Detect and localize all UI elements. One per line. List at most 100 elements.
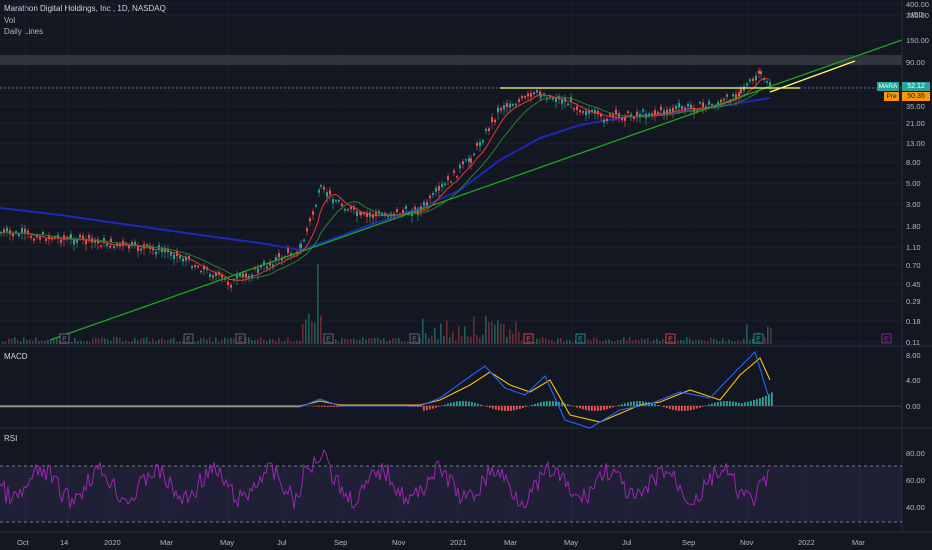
rsi-band bbox=[0, 466, 902, 522]
rsi-tick-60: 60.00 bbox=[906, 476, 925, 485]
volume-bar bbox=[335, 339, 337, 344]
price-tick: 0.70 bbox=[906, 261, 921, 270]
volume-bar bbox=[443, 335, 445, 344]
candle-body bbox=[500, 108, 502, 111]
macd-bar bbox=[420, 406, 422, 407]
earnings-marker[interactable]: E bbox=[235, 333, 246, 344]
price-tick: 0.18 bbox=[906, 317, 921, 326]
volume-bar bbox=[47, 339, 49, 344]
price-tick: 90.00 bbox=[906, 58, 925, 67]
volume-bars bbox=[2, 264, 772, 344]
volume-bar bbox=[110, 340, 112, 344]
volume-bar bbox=[698, 339, 700, 344]
candle-body bbox=[36, 235, 38, 238]
study-label: Daily Lines bbox=[4, 27, 44, 36]
candle-body bbox=[344, 208, 346, 211]
macd-bar bbox=[333, 406, 335, 407]
earnings-letter: E bbox=[756, 337, 761, 344]
ascending-trendline[interactable] bbox=[49, 39, 903, 341]
earnings-marker[interactable]: E bbox=[323, 333, 334, 344]
macd-bar bbox=[555, 401, 557, 406]
macd-bar bbox=[447, 403, 449, 406]
earnings-marker[interactable]: E bbox=[575, 333, 586, 344]
volume-bar bbox=[440, 323, 442, 344]
earnings-marker[interactable]: E bbox=[409, 333, 420, 344]
earnings-marker[interactable]: E bbox=[523, 333, 534, 344]
candle-body bbox=[106, 243, 108, 246]
earnings-marker[interactable]: E bbox=[59, 333, 70, 344]
volume-bar bbox=[485, 315, 487, 344]
macd-bar bbox=[327, 406, 329, 407]
volume-bar bbox=[200, 337, 202, 344]
macd-bar bbox=[513, 406, 515, 411]
price-tick: 3.00 bbox=[906, 200, 921, 209]
projection-line[interactable] bbox=[769, 60, 856, 93]
candle-body bbox=[134, 241, 136, 245]
candle-body bbox=[306, 228, 308, 232]
volume-bar bbox=[44, 340, 46, 344]
macd-bar bbox=[423, 406, 425, 411]
candle-body bbox=[429, 195, 431, 199]
candle-body bbox=[45, 238, 47, 241]
candle-body bbox=[432, 193, 434, 196]
macd-bar bbox=[459, 401, 461, 406]
volume-bar bbox=[131, 341, 133, 344]
candle-body bbox=[158, 245, 160, 249]
candle-body bbox=[708, 101, 710, 105]
macd-bar bbox=[585, 406, 587, 411]
volume-bar bbox=[215, 337, 217, 344]
macd-bar bbox=[330, 406, 332, 407]
candle-body bbox=[468, 157, 470, 162]
rsi-tick-80: 80.00 bbox=[906, 449, 925, 458]
earnings-marker[interactable]: E bbox=[183, 333, 194, 344]
volume-bar bbox=[80, 340, 82, 344]
volume-bar bbox=[656, 338, 658, 344]
earnings-marker[interactable]: E bbox=[881, 333, 892, 344]
macd-bar bbox=[675, 406, 677, 411]
macd-bar bbox=[471, 402, 473, 406]
earnings-marker[interactable]: E bbox=[753, 333, 764, 344]
candle-body bbox=[221, 274, 223, 278]
volume-bar bbox=[500, 323, 502, 344]
volume-bar bbox=[281, 341, 283, 344]
candle-body bbox=[482, 140, 484, 143]
candle-body bbox=[573, 108, 575, 110]
candle-body bbox=[347, 209, 349, 211]
earnings-letter: E bbox=[578, 337, 583, 344]
candle-body bbox=[251, 274, 253, 278]
earnings-letter: E bbox=[668, 337, 673, 344]
volume-bar bbox=[428, 338, 430, 344]
price-series bbox=[0, 67, 771, 292]
volume-bar bbox=[590, 340, 592, 344]
volume-bar bbox=[626, 340, 628, 344]
candle-body bbox=[42, 232, 44, 235]
price-tick: 0.11 bbox=[906, 338, 921, 347]
time-tick: Jul bbox=[277, 538, 287, 547]
earnings-box bbox=[575, 333, 586, 344]
candle-body bbox=[414, 206, 416, 210]
candle-body bbox=[263, 261, 265, 266]
earnings-marker[interactable]: E bbox=[665, 333, 676, 344]
volume-bar bbox=[536, 338, 538, 344]
volume-bar bbox=[566, 340, 568, 344]
macd-bar bbox=[522, 406, 524, 409]
volume-bar bbox=[452, 331, 454, 344]
candle-body bbox=[239, 273, 241, 277]
macd-bar bbox=[519, 406, 521, 409]
volume-bar bbox=[122, 341, 124, 344]
macd-bar bbox=[636, 401, 638, 406]
volume-bar bbox=[614, 341, 616, 344]
candle-body bbox=[110, 238, 112, 242]
volume-bar bbox=[557, 338, 559, 344]
macd-bar bbox=[501, 406, 503, 411]
macd-bar bbox=[492, 406, 494, 409]
volume-bar bbox=[587, 339, 589, 344]
candle-body bbox=[615, 109, 617, 115]
earnings-letter: E bbox=[186, 337, 191, 344]
volume-bar bbox=[2, 341, 4, 344]
candle-body bbox=[191, 266, 193, 268]
vol-label: Vol bbox=[4, 16, 16, 25]
macd-bar bbox=[564, 403, 566, 406]
candle-body bbox=[497, 107, 499, 113]
